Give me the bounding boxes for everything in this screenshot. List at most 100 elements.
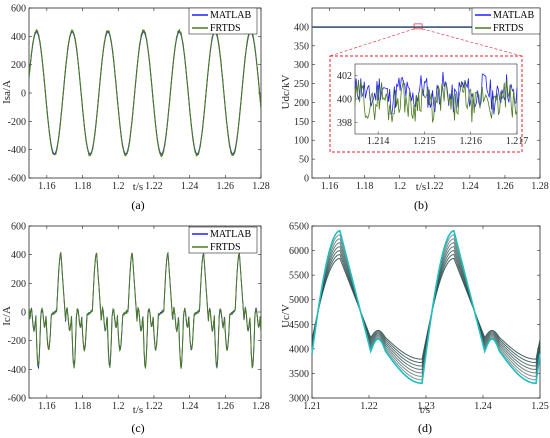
legend-label-frtds: FRTDS [493, 23, 524, 34]
x-tick-label: 1.2 [393, 181, 406, 192]
y-tick-label: -200 [8, 336, 26, 347]
inset-x-tick-label: 1.216 [459, 136, 482, 147]
chart-a-ylabel: Isa/A [1, 80, 13, 104]
chart-d-ylabel: Uc/V [280, 304, 292, 328]
inset-y-tick-label: 400 [337, 95, 352, 106]
chart-a: 1.16 1.18 1.2 1.22 1.24 1.26 1.28 -600 -400 -200 0… [1, 4, 270, 213]
zoom-connector [422, 28, 523, 57]
inset-y-tick-label: 398 [337, 118, 352, 129]
inset-x-tick-label: 1.214 [367, 136, 390, 147]
y-tick-label: 200 [11, 279, 26, 290]
legend-box [188, 226, 258, 254]
y-tick-label: 350 [294, 41, 309, 52]
y-tick-label: -400 [8, 365, 26, 376]
zoom-marker [413, 23, 423, 30]
chart-a-legend: MATLAB FRTDS [188, 7, 258, 35]
y-tick-label: -600 [8, 174, 26, 185]
chart-a-xlabel: t/s [133, 181, 143, 193]
chart-c-series [28, 251, 262, 370]
capacitor-voltage-line [311, 230, 541, 385]
chart-c: 1.16 1.18 1.2 1.22 1.24 1.26 1.28 -600 -400 -200 0… [1, 222, 270, 436]
y-tick-label: 200 [11, 60, 26, 71]
x-tick-label: 1.18 [74, 401, 92, 412]
y-tick-label: 6500 [289, 222, 309, 233]
legend-label-matlab: MATLAB [210, 229, 251, 240]
y-tick-label: 4000 [289, 344, 309, 355]
y-tick-label: 600 [11, 4, 26, 15]
chart-b-inset: 1.214 1.215 1.216 1.217 398 400 402 [329, 23, 529, 153]
chart-b: 1.16 1.18 1.2 1.22 1.24 1.26 1.28 0 50 100 150 200 2… [280, 7, 549, 212]
x-tick-label: 1.2 [112, 401, 125, 412]
legend-label-frtds: FRTDS [210, 23, 241, 34]
x-tick-label: 1.16 [321, 181, 339, 192]
y-tick-label: 0 [304, 174, 309, 185]
x-tick-label: 1.21 [303, 401, 321, 412]
series-frtds-line [28, 251, 262, 369]
y-tick-label: 300 [294, 60, 309, 71]
y-tick-label: 400 [11, 250, 26, 261]
chart-d: 1.21 1.22 1.23 1.24 1.25 3000 3500 4000 4500 5000… [280, 222, 549, 436]
y-tick-label: -400 [8, 145, 26, 156]
x-tick-label: 1.24 [181, 401, 199, 412]
legend-box [471, 7, 541, 35]
x-tick-label: 1.28 [252, 181, 270, 192]
chart-a-ticks: 1.16 1.18 1.2 1.22 1.24 1.26 1.28 -600 -400 -200 0… [8, 4, 270, 193]
inset-series-frtds [354, 79, 518, 123]
x-tick-label: 1.16 [38, 401, 56, 412]
y-tick-label: 150 [294, 117, 309, 128]
chart-b-ticks: 1.16 1.18 1.2 1.22 1.24 1.26 1.28 0 50 100 150 200 2… [294, 8, 549, 192]
y-tick-label: 100 [294, 136, 309, 147]
x-tick-label: 1.28 [531, 181, 549, 192]
x-tick-label: 1.26 [496, 181, 514, 192]
chart-d-xlabel: t/s [420, 404, 430, 416]
x-tick-label: 1.22 [426, 181, 444, 192]
legend-label-matlab: MATLAB [210, 10, 251, 21]
inset-x-tick-label: 1.217 [506, 136, 529, 147]
y-tick-label: 4500 [289, 320, 309, 331]
chart-a-panel-label: (a) [131, 198, 144, 212]
y-tick-label: 3000 [289, 394, 309, 405]
chart-b-legend: MATLAB FRTDS [471, 7, 541, 35]
y-tick-label: 50 [299, 155, 309, 166]
x-tick-label: 1.26 [217, 401, 235, 412]
chart-c-panel-label: (c) [131, 421, 144, 435]
chart-c-xlabel: t/s [133, 404, 143, 416]
x-tick-label: 1.24 [181, 181, 199, 192]
x-tick-label: 1.2 [112, 181, 125, 192]
chart-a-series [28, 28, 262, 158]
x-tick-label: 1.22 [145, 401, 163, 412]
x-tick-label: 1.24 [461, 181, 479, 192]
chart-b-ylabel: Udc/kV [280, 75, 292, 110]
legend-box [188, 7, 258, 35]
y-tick-label: 6000 [289, 246, 309, 257]
chart-d-ticks: 1.21 1.22 1.23 1.24 1.25 3000 3500 4000 4500 5000… [289, 222, 549, 413]
y-tick-label: -600 [8, 394, 26, 405]
y-tick-label: 5000 [289, 295, 309, 306]
y-tick-label: 3500 [289, 369, 309, 380]
y-tick-label: 0 [21, 308, 26, 319]
chart-c-ylabel: Ic/A [1, 306, 13, 326]
x-tick-label: 1.22 [145, 181, 163, 192]
y-tick-label: 0 [21, 89, 26, 100]
x-tick-label: 1.22 [360, 401, 378, 412]
legend-label-frtds: FRTDS [210, 242, 241, 253]
x-tick-label: 1.18 [74, 181, 92, 192]
chart-b-panel-label: (b) [414, 198, 428, 212]
chart-b-xlabel: t/s [416, 181, 426, 193]
y-tick-label: 600 [11, 222, 26, 233]
chart-d-axes [311, 225, 541, 399]
y-tick-label: 250 [294, 79, 309, 90]
x-tick-label: 1.16 [38, 181, 56, 192]
chart-d-series [311, 230, 541, 385]
y-tick-label: 400 [11, 32, 26, 43]
x-tick-label: 1.25 [531, 401, 549, 412]
x-tick-label: 1.28 [252, 401, 270, 412]
y-tick-label: -200 [8, 117, 26, 128]
y-tick-label: 400 [294, 22, 309, 33]
chart-a-axes [28, 7, 262, 179]
x-tick-label: 1.23 [417, 401, 435, 412]
chart-d-panel-label: (d) [418, 421, 432, 435]
x-tick-label: 1.18 [356, 181, 374, 192]
chart-c-ticks: 1.16 1.18 1.2 1.22 1.24 1.26 1.28 -600 -400 -200 0… [8, 222, 270, 413]
